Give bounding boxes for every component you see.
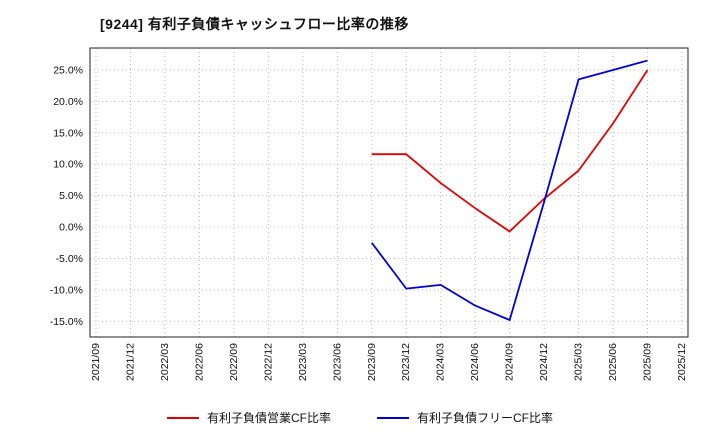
svg-text:2025/12: 2025/12 xyxy=(676,343,688,381)
svg-text:2024/06: 2024/06 xyxy=(469,343,481,381)
svg-text:-10.0%: -10.0% xyxy=(50,284,83,296)
legend-item-operating-cf-ratio: 有利子負債営業CF比率 xyxy=(167,409,331,426)
legend-line-red-icon xyxy=(167,416,199,419)
svg-text:2025/06: 2025/06 xyxy=(607,343,619,381)
svg-text:2022/06: 2022/06 xyxy=(193,343,205,381)
legend-label-operating-cf-ratio: 有利子負債営業CF比率 xyxy=(207,411,331,425)
svg-text:2025/03: 2025/03 xyxy=(573,343,585,381)
svg-text:2021/09: 2021/09 xyxy=(90,343,102,381)
svg-text:2023/03: 2023/03 xyxy=(297,343,309,381)
svg-text:2023/09: 2023/09 xyxy=(366,343,378,381)
svg-text:2025/09: 2025/09 xyxy=(642,343,654,381)
chart-legend: 有利子負債営業CF比率 有利子負債フリーCF比率 xyxy=(0,409,720,426)
svg-text:2021/12: 2021/12 xyxy=(124,343,136,381)
svg-text:20.0%: 20.0% xyxy=(53,96,83,108)
legend-label-free-cf-ratio: 有利子負債フリーCF比率 xyxy=(417,411,553,425)
svg-text:2022/09: 2022/09 xyxy=(228,343,240,381)
svg-text:5.0%: 5.0% xyxy=(59,190,83,202)
svg-text:2024/12: 2024/12 xyxy=(538,343,550,381)
svg-text:2022/12: 2022/12 xyxy=(262,343,274,381)
chart-title: [9244] 有利子負債キャッシュフロー比率の推移 xyxy=(100,16,409,32)
svg-text:10.0%: 10.0% xyxy=(53,159,83,171)
svg-text:-15.0%: -15.0% xyxy=(50,316,83,328)
svg-text:2024/09: 2024/09 xyxy=(504,343,516,381)
svg-text:0.0%: 0.0% xyxy=(59,222,83,234)
svg-text:-5.0%: -5.0% xyxy=(56,253,83,265)
svg-text:15.0%: 15.0% xyxy=(53,127,83,139)
svg-text:2024/03: 2024/03 xyxy=(435,343,447,381)
svg-text:2022/03: 2022/03 xyxy=(159,343,171,381)
legend-item-free-cf-ratio: 有利子負債フリーCF比率 xyxy=(377,409,553,426)
svg-text:25.0%: 25.0% xyxy=(53,64,83,76)
svg-text:2023/12: 2023/12 xyxy=(400,343,412,381)
legend-line-blue-icon xyxy=(377,416,409,419)
svg-text:2023/06: 2023/06 xyxy=(331,343,343,381)
